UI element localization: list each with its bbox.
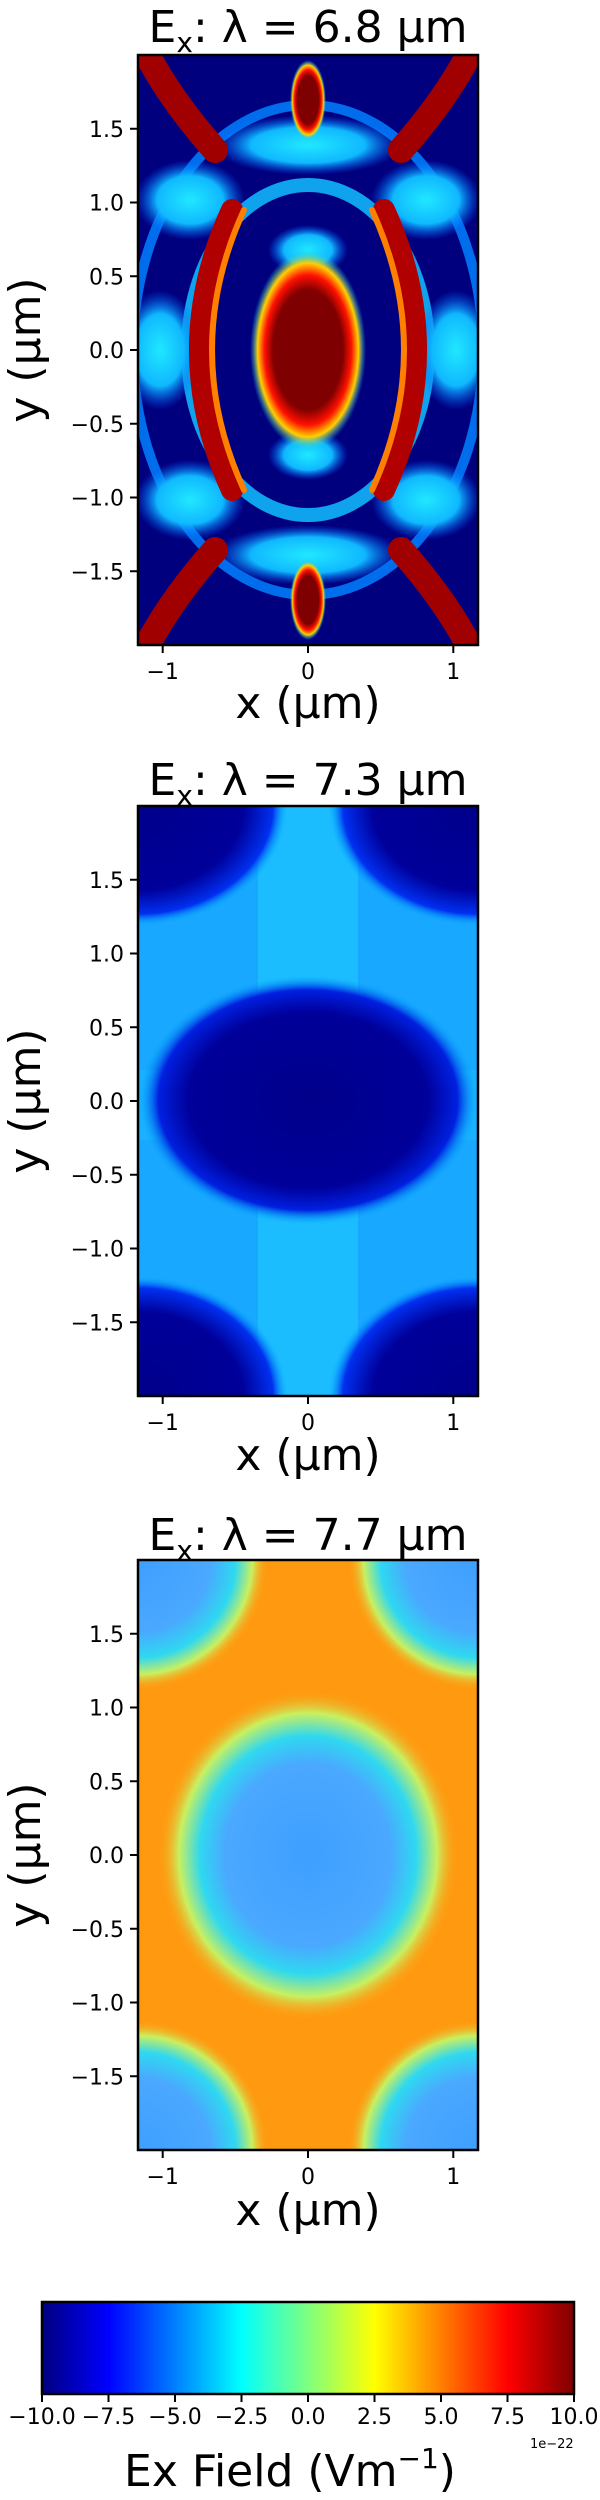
panel-3-title: Ex: λ = 7.7 μm xyxy=(149,1510,468,1567)
panel-2-ytick-label: 0.5 xyxy=(89,1016,124,1041)
colorbar-tick-label: 7.5 xyxy=(490,2405,525,2430)
colorbar-tick-label: −7.5 xyxy=(82,2405,135,2430)
panel-1-ytick-label: 1.0 xyxy=(89,192,124,217)
panel-2-title: Ex: λ = 7.3 μm xyxy=(149,755,468,812)
panel-2-ytick-label: 1.5 xyxy=(89,869,124,894)
panel-2-ytick-label: −1.0 xyxy=(71,1238,124,1263)
panel-1-ytick-label: 0.5 xyxy=(89,265,124,290)
panel-3-title-main: E xyxy=(149,1510,177,1561)
panel-1-heatmap xyxy=(138,55,478,645)
colorbar-tick-label: −10.0 xyxy=(8,2405,75,2430)
panel-3-ytick-label: −0.5 xyxy=(71,1918,124,1943)
panel-1-ytick-label: −1.5 xyxy=(71,560,124,585)
panel-3-ytick-label: −1.0 xyxy=(71,1992,124,2017)
panel-1-title: Ex: λ = 6.8 μm xyxy=(149,2,468,59)
panel-2-ytick-label: 0.0 xyxy=(89,1090,124,1115)
colorbar-label-sup: −1 xyxy=(398,2442,439,2475)
colorbar-ticks: −10.0 −7.5 −5.0 −2.5 0.0 2.5 5.0 7.5 10.0 xyxy=(8,2394,598,2430)
panel-2-title-main: E xyxy=(149,755,177,806)
colorbar-offset: 1e−22 xyxy=(530,2437,574,2452)
panel-1-ticks: −1 0 1 −1.5 −1.0 −0.5 0.0 0.5 1.0 1.5 xyxy=(71,118,461,685)
panel-3-ytick-label: −1.5 xyxy=(71,2065,124,2090)
panel-2-ylabel: y (μm) xyxy=(0,1028,51,1173)
colorbar-tick-label: −2.5 xyxy=(215,2405,268,2430)
panel-3-ylabel: y (μm) xyxy=(0,1782,51,1927)
colorbar-tick-label: 5.0 xyxy=(424,2405,459,2430)
panel-3: Ex: λ = 7.7 μm −1 0 1 −1.5 −1.0 −0.5 0.0 0.5 1.0… xyxy=(0,1510,480,2236)
panel-1-xlabel: x (μm) xyxy=(235,678,380,729)
panel-3-ytick-label: 1.5 xyxy=(89,1623,124,1648)
panel-2: Ex: λ = 7.3 μm −1 0 1 −1.5 −1.0 −0.5 0.0 0.5 1.0… xyxy=(0,755,480,1481)
panel-2-ytick-label: 1.0 xyxy=(89,943,124,968)
panel-1-ytick-label: 0.0 xyxy=(89,339,124,364)
panel-3-xtick-label: 0 xyxy=(301,2165,315,2190)
panel-3-ytick-label: 0.5 xyxy=(89,1770,124,1795)
colorbar-bar xyxy=(42,2302,574,2394)
panel-3-title-rest: : λ = 7.7 μm xyxy=(193,1510,468,1561)
panel-3-heatmap xyxy=(138,1560,478,2150)
panel-2-ytick-label: −0.5 xyxy=(71,1164,124,1189)
panel-3-ytick-label: 1.0 xyxy=(89,1697,124,1722)
colorbar-tick-label: −5.0 xyxy=(148,2405,201,2430)
panel-1: Ex: λ = 6.8 μm xyxy=(0,2,480,729)
panel-2-heatmap xyxy=(138,806,478,1396)
panel-3-ticks: −1 0 1 −1.5 −1.0 −0.5 0.0 0.5 1.0 1.5 xyxy=(71,1623,461,2190)
panel-2-xtick-label: −1 xyxy=(146,1411,178,1436)
colorbar-tick-label: 10.0 xyxy=(550,2405,599,2430)
panel-1-title-rest: : λ = 6.8 μm xyxy=(193,2,468,53)
colorbar-tick-label: 0.0 xyxy=(291,2405,326,2430)
panel-1-xtick-label: 0 xyxy=(301,660,315,685)
colorbar-tick-label: 2.5 xyxy=(357,2405,392,2430)
panel-2-xtick-label: 0 xyxy=(301,1411,315,1436)
panel-2-ticks: −1 0 1 −1.5 −1.0 −0.5 0.0 0.5 1.0 1.5 xyxy=(71,869,461,1436)
panel-1-xtick-label: −1 xyxy=(146,660,178,685)
panel-1-ytick-label: −1.0 xyxy=(71,487,124,512)
panel-3-ytick-label: 0.0 xyxy=(89,1844,124,1869)
panel-2-ytick-label: −1.5 xyxy=(71,1311,124,1336)
panel-1-title-sub: x xyxy=(176,26,193,59)
panel-1-ytick-label: 1.5 xyxy=(89,118,124,143)
panel-1-ytick-label: −0.5 xyxy=(71,413,124,438)
panel-2-xtick-label: 1 xyxy=(446,1411,460,1436)
panel-3-xlabel: x (μm) xyxy=(235,2185,380,2236)
colorbar-label-end: ) xyxy=(439,2446,456,2497)
panel-1-xtick-label: 1 xyxy=(446,660,460,685)
panel-2-title-sub: x xyxy=(176,779,193,812)
colorbar: −10.0 −7.5 −5.0 −2.5 0.0 2.5 5.0 7.5 10.0 1e−22 … xyxy=(8,2300,598,2497)
panel-1-ylabel: y (μm) xyxy=(0,277,51,422)
panel-1-title-main: E xyxy=(149,2,177,53)
panel-2-title-rest: : λ = 7.3 μm xyxy=(193,755,468,806)
colorbar-label: Ex Field (Vm−1) xyxy=(124,2442,456,2497)
panel-3-xtick-label: −1 xyxy=(146,2165,178,2190)
colorbar-label-main: Ex Field (Vm xyxy=(124,2446,398,2497)
panel-2-xlabel: x (μm) xyxy=(235,1430,380,1481)
panel-3-xtick-label: 1 xyxy=(446,2165,460,2190)
